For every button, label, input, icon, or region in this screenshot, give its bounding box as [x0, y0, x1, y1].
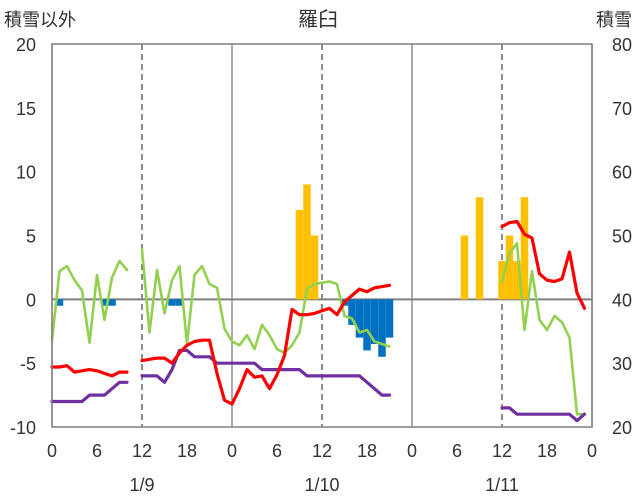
x-tick-label: 12: [312, 441, 332, 461]
left-tick-label: 5: [26, 227, 36, 247]
precipitation-bar: [505, 235, 514, 300]
left-tick-label: 20: [16, 35, 36, 55]
snow-depth-change-bar: [363, 299, 371, 351]
x-tick-label: 6: [272, 441, 282, 461]
right-tick-label: 30: [612, 354, 632, 374]
right-tick-label: 40: [612, 290, 632, 310]
x-tick-label: 0: [227, 441, 237, 461]
x-tick-label: 18: [537, 441, 557, 461]
snow-depth-change-bar: [355, 299, 364, 338]
snow-depth-change-bar: [175, 299, 184, 306]
snow-depth-change-bar: [55, 299, 64, 306]
chart-title: 羅臼: [298, 8, 338, 31]
line-layer: [50, 219, 587, 423]
x-tick-label: 12: [132, 441, 152, 461]
left-tick-label: -10: [10, 418, 36, 438]
x-tick-label: 0: [587, 441, 597, 461]
x-tick-label: 0: [47, 441, 57, 461]
x-tick-label: 18: [177, 441, 197, 461]
temperature-line: [500, 219, 587, 310]
right-tick-label: 60: [612, 163, 632, 183]
right-tick-label: 80: [612, 35, 632, 55]
left-tick-label: 15: [16, 99, 36, 119]
snow-depth-change-bar: [385, 299, 394, 338]
precipitation-bar: [295, 209, 304, 300]
x-tick-label: 0: [407, 441, 417, 461]
date-label: 1/10: [304, 475, 339, 495]
right-tick-label: 20: [612, 418, 632, 438]
temperature-line: [50, 364, 129, 378]
dew-point-line: [50, 380, 129, 404]
precipitation-bar: [303, 184, 311, 300]
temperature-line: [140, 283, 392, 406]
precipitation-bar: [520, 197, 529, 300]
plot-frame: [51, 43, 593, 428]
wind-speed-line: [500, 241, 586, 416]
snow-depth-change-bar: [348, 299, 356, 325]
left-axis-title: 積雪以外: [4, 10, 76, 30]
dew-point-line: [500, 406, 587, 423]
bar-layer: [55, 184, 529, 357]
precipitation-bar: [475, 197, 484, 300]
date-label: 1/11: [485, 475, 519, 495]
precipitation-bar: [310, 235, 319, 300]
left-tick-label: 10: [16, 163, 36, 183]
x-tick-label: 12: [492, 441, 512, 461]
x-tick-label: 6: [452, 441, 462, 461]
right-tick-label: 70: [612, 99, 632, 119]
precipitation-bar: [460, 235, 469, 300]
precipitation-bar: [513, 261, 521, 300]
snow-depth-change-bar: [378, 299, 386, 357]
right-axis-title: 積雪: [596, 10, 632, 30]
snow-depth-change-bar: [100, 299, 109, 306]
wind-speed-line: [50, 259, 129, 344]
date-label: 1/9: [129, 475, 154, 495]
snow-depth-change-bar: [168, 299, 176, 306]
snow-depth-change-bar: [108, 299, 116, 306]
snow-depth-change-bar: [370, 299, 379, 345]
left-tick-label: 0: [26, 290, 36, 310]
x-tick-label: 6: [92, 441, 102, 461]
left-tick-label: -5: [20, 354, 36, 374]
wind-speed-line: [140, 248, 391, 355]
plot-border: [51, 43, 593, 428]
x-tick-label: 18: [357, 441, 377, 461]
right-tick-label: 50: [612, 227, 632, 247]
